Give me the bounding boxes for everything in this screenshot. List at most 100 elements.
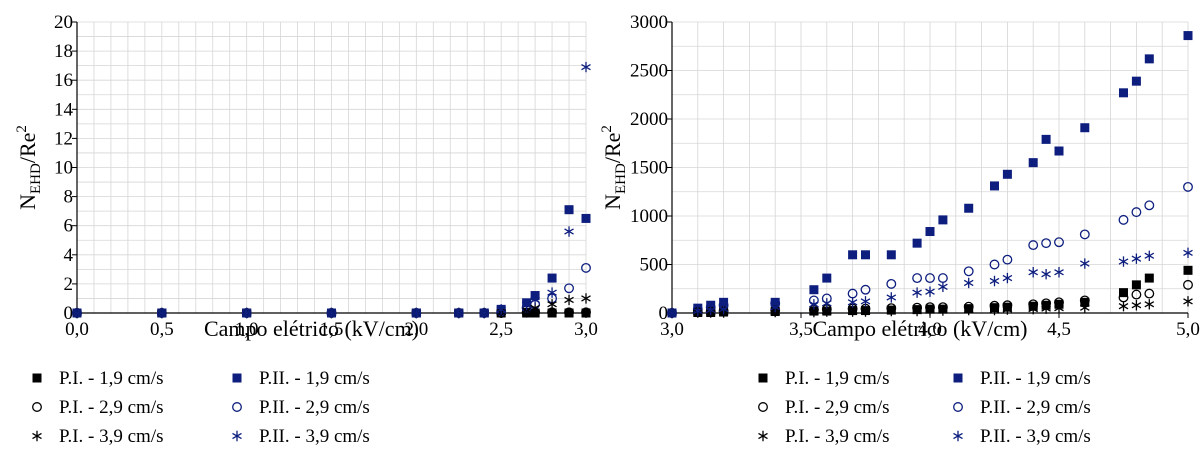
data-point xyxy=(530,294,540,306)
data-point xyxy=(581,262,591,273)
data-point xyxy=(1144,299,1155,310)
legend-label: P.I. - 3,9 cm/s xyxy=(785,426,890,447)
data-point xyxy=(990,181,999,191)
legend-label: P.II. - 2,9 cm/s xyxy=(980,397,1091,418)
x-tick-label: 0,5 xyxy=(150,319,174,340)
data-point xyxy=(938,215,948,225)
data-point xyxy=(821,298,832,309)
data-point xyxy=(1183,247,1193,259)
data-point xyxy=(1131,300,1142,311)
x-tick-label: 3,0 xyxy=(574,319,598,340)
x-axis-label: Campo elétrico (kV/cm) xyxy=(812,316,1027,341)
data-point xyxy=(1002,254,1013,265)
data-point xyxy=(157,307,167,319)
legend-marker xyxy=(953,373,963,383)
x-tick-label: 1,5 xyxy=(320,319,344,340)
data-point xyxy=(72,307,82,319)
data-point xyxy=(564,205,574,215)
data-point xyxy=(1183,181,1193,192)
data-point xyxy=(1028,240,1039,251)
data-point xyxy=(581,307,591,318)
data-point xyxy=(453,307,464,319)
y-tick-label: 0 xyxy=(659,303,669,324)
data-point xyxy=(581,293,591,304)
data-point xyxy=(989,275,1000,287)
data-point xyxy=(692,305,703,317)
data-point xyxy=(886,292,897,303)
legend-label: P.I. - 2,9 cm/s xyxy=(785,397,890,418)
legend-marker xyxy=(953,430,963,442)
data-point xyxy=(1131,253,1142,264)
data-point xyxy=(1080,123,1090,133)
data-point xyxy=(989,304,1000,316)
data-point xyxy=(521,299,532,311)
data-point xyxy=(1028,303,1039,315)
data-point xyxy=(1131,280,1141,290)
data-point xyxy=(963,304,974,316)
y-tick-label: 4 xyxy=(64,245,74,266)
data-point xyxy=(925,227,935,237)
x-tick-label: 3,5 xyxy=(789,319,813,340)
data-point xyxy=(1002,304,1013,315)
data-point xyxy=(1131,207,1142,218)
data-point xyxy=(912,238,922,248)
x-tick-label: 5,0 xyxy=(1176,319,1200,340)
data-point xyxy=(1028,267,1039,278)
y-tick-label: 10 xyxy=(54,158,73,179)
data-point xyxy=(912,287,922,298)
x-tick-label: 4,0 xyxy=(918,319,942,340)
y-tick-label: 2000 xyxy=(630,109,668,130)
data-point xyxy=(860,306,871,317)
legend-label: P.I. - 3,9 cm/s xyxy=(59,426,164,447)
legend-marker xyxy=(32,373,42,383)
chart-2: 3,0 3,5 4,0 4,5 5,0 0 500 1000 1500 2000 2500 3000 C… xyxy=(599,12,1200,447)
data-point xyxy=(860,284,871,295)
data-point xyxy=(1131,76,1141,86)
data-point xyxy=(1054,237,1064,248)
data-point xyxy=(809,285,819,295)
legend-label: P.II. - 1,9 cm/s xyxy=(259,368,370,389)
data-point xyxy=(1079,258,1090,269)
data-point xyxy=(963,277,974,289)
data-point xyxy=(938,281,948,293)
data-point xyxy=(564,308,574,318)
data-point xyxy=(1041,269,1051,280)
y-tick-label: 14 xyxy=(54,99,74,120)
data-point xyxy=(1144,54,1154,64)
data-point xyxy=(912,273,923,284)
data-point xyxy=(1131,289,1142,300)
data-point xyxy=(886,305,897,317)
data-point xyxy=(1054,267,1064,278)
data-point xyxy=(1118,214,1129,225)
data-point xyxy=(989,259,1000,270)
data-point xyxy=(564,226,574,237)
legend-marker xyxy=(232,430,242,442)
data-point xyxy=(925,273,935,284)
data-point xyxy=(847,306,858,317)
x-axis-label: Campo elétrico (kV/cm) xyxy=(204,316,419,341)
data-point xyxy=(1144,250,1155,261)
data-point xyxy=(1054,302,1064,314)
data-point xyxy=(547,273,557,283)
legend-label: P.II. - 1,9 cm/s xyxy=(980,368,1091,389)
y-tick-label: 1000 xyxy=(630,206,668,227)
legend-marker xyxy=(758,373,768,383)
data-point xyxy=(1118,301,1129,312)
y-tick-label: 500 xyxy=(640,255,669,276)
grid xyxy=(671,21,1189,314)
data-point xyxy=(1183,31,1193,41)
x-tick-label: 2,5 xyxy=(489,319,513,340)
chart-1: 0,0 0,5 1,0 1,5 2,0 2,5 3,0 0 2 4 6 8 10 12 14 16 18 20 Ca… xyxy=(14,12,598,447)
y-tick-label: 20 xyxy=(54,12,73,33)
x-tick-label: 1,0 xyxy=(235,319,259,340)
y-tick-label: 16 xyxy=(54,70,73,91)
y-tick-label: 1500 xyxy=(630,158,668,179)
data-point xyxy=(496,304,506,315)
legend: P.I. - 1,9 cm/s P.II. - 1,9 cm/s P.I. - 2,… xyxy=(32,368,370,447)
y-tick-label: 0 xyxy=(64,303,74,324)
data-point xyxy=(581,61,591,73)
x-tick-label: 2,0 xyxy=(404,319,428,340)
legend-label: P.I. - 1,9 cm/s xyxy=(59,368,164,389)
legend-marker xyxy=(953,402,963,412)
